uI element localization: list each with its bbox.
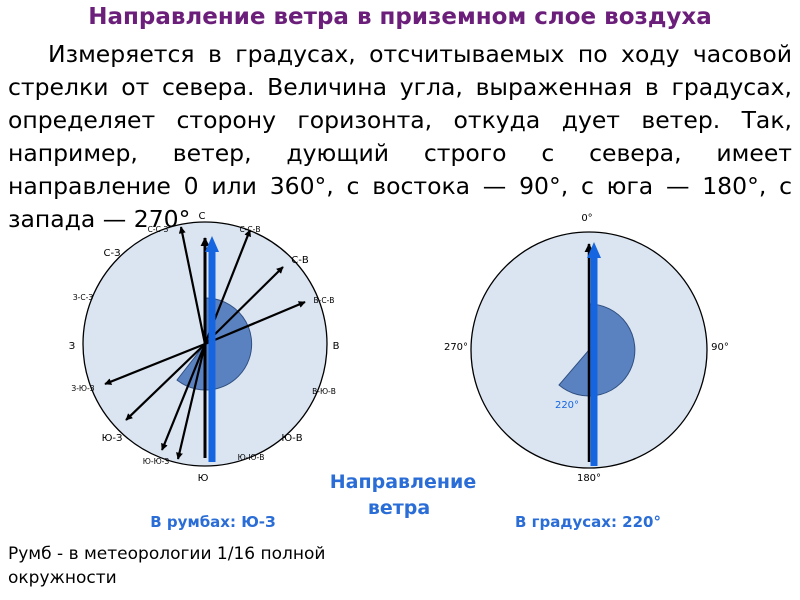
footer-line-1: Румб - в метеорологии 1/16 полной	[8, 544, 326, 564]
label-wsw: З-Ю-З	[71, 384, 94, 393]
label-sse: Ю-Ю-В	[238, 453, 265, 462]
left-compass: С С-С-З С-С-В С-З С-В З-С-З В-С-В З В З-…	[69, 211, 340, 484]
label-nw: С-З	[103, 248, 120, 259]
label-se: Ю-В	[281, 433, 302, 444]
page-title: Направление ветра в приземном слое возду…	[88, 4, 712, 30]
label-wnw: З-С-З	[73, 293, 93, 302]
right-wind-arrowhead	[587, 242, 601, 258]
rumb-arrows	[104, 226, 306, 460]
label-180deg: 180°	[577, 473, 601, 484]
footer-note: Румб - в метеорологии 1/16 полной окружн…	[8, 542, 408, 590]
arrow-nnw	[178, 226, 207, 345]
arrow-ene	[204, 300, 306, 346]
label-270deg: 270°	[444, 342, 468, 353]
footer-line-2: окружности	[8, 568, 117, 588]
arrow-ne	[204, 266, 284, 345]
description-paragraph: Измеряется в градусах, отсчитываемых по …	[8, 40, 792, 233]
label-90deg: 90°	[711, 342, 729, 353]
label-nnw: С-С-З	[148, 225, 169, 234]
right-compass: 0° 90° 180° 270° 220°	[444, 213, 729, 484]
arrow-ssw	[160, 343, 207, 451]
label-ssw: Ю-Ю-З	[143, 457, 170, 466]
angle-label: 220°	[555, 400, 579, 411]
left-wind-arrowhead	[205, 236, 219, 252]
right-compass-caption: В градусах: 220°	[515, 513, 661, 531]
label-ese: В-Ю-В	[312, 387, 336, 396]
label-s: Ю	[198, 473, 209, 484]
label-ne: С-В	[291, 255, 309, 266]
left-compass-caption: В румбах: Ю-З	[150, 513, 275, 531]
center-caption-line2: ветра	[368, 497, 430, 519]
label-nne: С-С-В	[239, 225, 260, 234]
label-ene: В-С-В	[314, 296, 335, 305]
label-sw: Ю-З	[102, 433, 123, 444]
label-n: С	[199, 211, 206, 222]
label-w: З	[69, 341, 75, 352]
arrow-nw-sw	[176, 343, 207, 460]
arrow-wsw	[104, 342, 206, 386]
label-e: В	[333, 341, 340, 352]
arrow-sw	[125, 343, 206, 421]
label-0deg: 0°	[581, 213, 592, 224]
center-caption-line1: Направление	[330, 471, 476, 493]
